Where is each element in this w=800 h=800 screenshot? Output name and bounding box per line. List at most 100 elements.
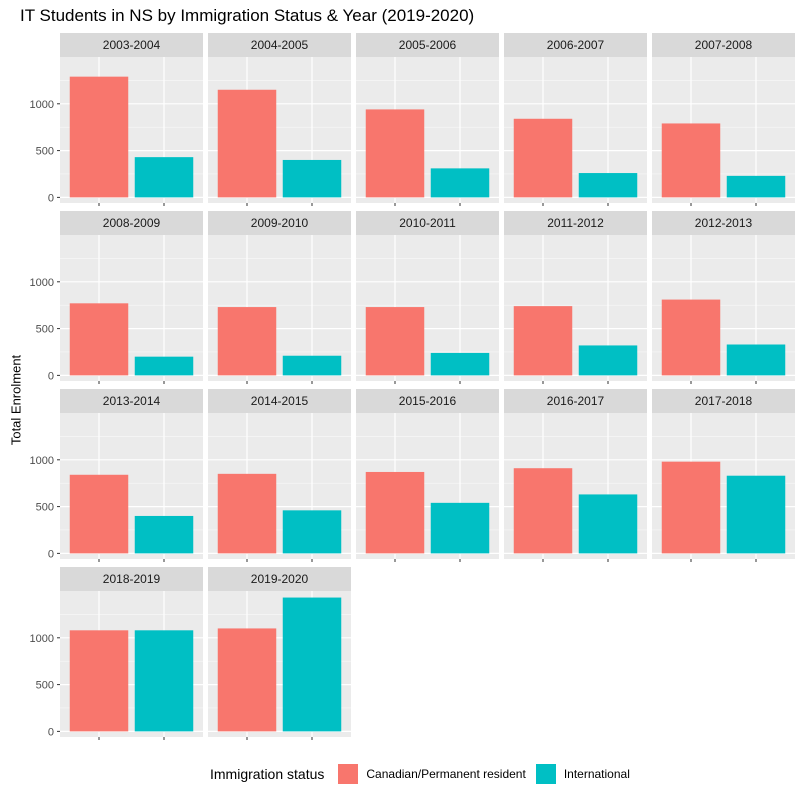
bar-international xyxy=(726,175,786,198)
facet-panel: 2007-2008 xyxy=(652,33,795,206)
facet-label: 2017-2018 xyxy=(695,394,753,408)
y-tick-label: 500 xyxy=(36,502,54,514)
facet-label: 2003-2004 xyxy=(103,38,161,52)
bar-international xyxy=(282,159,342,198)
facet-strip xyxy=(652,211,795,235)
chart-title: IT Students in NS by Immigration Status … xyxy=(20,6,475,25)
bar-canadian xyxy=(69,630,129,732)
y-tick-label: 0 xyxy=(48,192,54,204)
facet-strip xyxy=(208,33,351,57)
facet-panel: 2017-2018 xyxy=(652,389,795,562)
bar-canadian xyxy=(661,123,721,198)
bar-international xyxy=(578,173,638,198)
facet-label: 2011-2012 xyxy=(547,216,604,230)
facet-strip xyxy=(60,567,203,591)
y-tick-label: 0 xyxy=(48,370,54,382)
bar-international xyxy=(282,510,342,554)
facet-label: 2009-2010 xyxy=(251,216,309,230)
legend-swatch-international xyxy=(535,764,556,784)
bar-international xyxy=(726,475,786,554)
facet-label: 2015-2016 xyxy=(399,394,457,408)
y-tick-label: 1000 xyxy=(30,99,54,111)
bar-canadian xyxy=(513,306,573,376)
facet-panel: 2019-2020 xyxy=(208,567,351,740)
facet-label: 2013-2014 xyxy=(103,394,161,408)
facet-panel: 2012-2013 xyxy=(652,211,795,384)
facet-label: 2019-2020 xyxy=(251,572,309,586)
facet-strip xyxy=(208,389,351,413)
bar-international xyxy=(282,355,342,376)
bar-canadian xyxy=(217,307,277,376)
facet-label: 2010-2011 xyxy=(399,216,456,230)
facet-label: 2016-2017 xyxy=(547,394,605,408)
facet-strip xyxy=(356,389,499,413)
facet-label: 2005-2006 xyxy=(399,38,457,52)
bar-canadian xyxy=(217,628,277,732)
bar-international xyxy=(726,344,786,376)
facet-label: 2006-2007 xyxy=(547,38,605,52)
bar-international xyxy=(282,597,342,732)
facet-panel: 2011-2012 xyxy=(504,211,647,384)
facet-panel: 2006-2007 xyxy=(504,33,647,206)
facet-panel: 2003-2004 0 500 1000 xyxy=(30,33,203,206)
bar-canadian xyxy=(661,299,721,376)
bar-international xyxy=(134,157,194,198)
bar-international xyxy=(430,352,490,376)
facet-label: 2014-2015 xyxy=(251,394,309,408)
facet-strip xyxy=(504,211,647,235)
y-tick-label: 1000 xyxy=(30,633,54,645)
facet-strip xyxy=(356,211,499,235)
y-tick-label: 0 xyxy=(48,726,54,738)
facet-plot-area: 2003-2004 0 500 1000 2004-2005 2005-2006 2006-… xyxy=(30,33,795,740)
bar-international xyxy=(430,168,490,198)
bar-canadian xyxy=(365,471,425,554)
bar-international xyxy=(430,502,490,554)
legend-swatch-canadian xyxy=(338,764,359,784)
legend: Immigration status Canadian/Permanent re… xyxy=(210,760,640,788)
legend-title: Immigration status xyxy=(210,766,325,782)
legend-label-international: International xyxy=(563,767,630,781)
facet-panel: 2010-2011 xyxy=(356,211,499,384)
bar-international xyxy=(134,356,194,376)
y-tick-label: 500 xyxy=(36,324,54,336)
y-tick-label: 500 xyxy=(36,680,54,692)
bar-international xyxy=(134,515,194,554)
bar-canadian xyxy=(365,109,425,198)
bar-canadian xyxy=(513,468,573,554)
facet-panel: 2016-2017 xyxy=(504,389,647,562)
facet-label: 2012-2013 xyxy=(695,216,753,230)
facet-strip xyxy=(208,211,351,235)
facet-strip xyxy=(504,389,647,413)
legend-item-canadian: Canadian/Permanent resident xyxy=(338,764,526,784)
facet-strip xyxy=(60,33,203,57)
facet-label: 2007-2008 xyxy=(695,38,753,52)
bar-international xyxy=(578,345,638,376)
facet-panel: 2009-2010 xyxy=(208,211,351,384)
bar-canadian xyxy=(69,76,129,198)
bar-canadian xyxy=(365,307,425,376)
y-tick-label: 1000 xyxy=(30,277,54,289)
facet-label: 2018-2019 xyxy=(103,572,161,586)
legend-label-canadian: Canadian/Permanent resident xyxy=(366,767,526,781)
facet-label: 2008-2009 xyxy=(103,216,161,230)
facet-panel: 2013-2014 0 500 1000 xyxy=(30,389,203,562)
facet-panel: 2015-2016 xyxy=(356,389,499,562)
facet-strip xyxy=(652,389,795,413)
facet-strip xyxy=(504,33,647,57)
y-tick-label: 1000 xyxy=(30,455,54,467)
facet-strip xyxy=(208,567,351,591)
bar-international xyxy=(134,630,194,732)
facet-panel: 2018-2019 0 500 1000 xyxy=(30,567,203,740)
bar-canadian xyxy=(69,303,129,376)
facet-strip xyxy=(60,389,203,413)
bar-canadian xyxy=(217,89,277,198)
y-tick-label: 0 xyxy=(48,548,54,560)
facet-strip xyxy=(652,33,795,57)
legend-item-international: International xyxy=(535,764,630,784)
bar-canadian xyxy=(217,473,277,554)
bar-international xyxy=(578,494,638,554)
facet-label: 2004-2005 xyxy=(251,38,309,52)
facet-strip xyxy=(356,33,499,57)
facet-panel: 2014-2015 xyxy=(208,389,351,562)
facet-panel: 2008-2009 0 500 1000 xyxy=(30,211,203,384)
